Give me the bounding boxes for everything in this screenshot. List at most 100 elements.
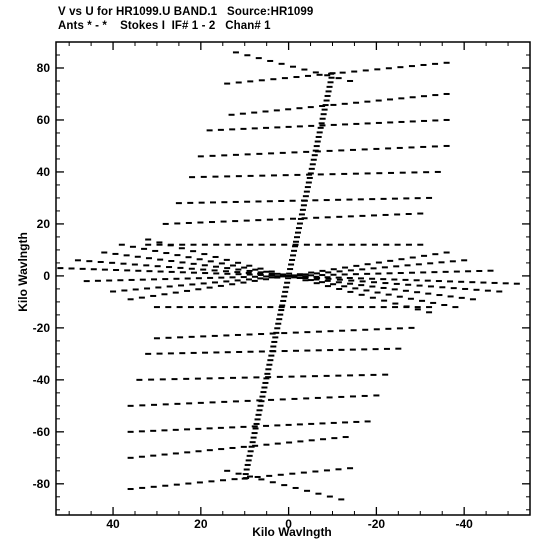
uv-point: [234, 279, 241, 282]
uv-point: [316, 131, 323, 134]
uv-point: [200, 282, 207, 285]
uv-point: [112, 252, 119, 255]
uv-point: [376, 172, 383, 175]
uv-point: [403, 197, 410, 200]
uv-point: [153, 337, 160, 340]
uv-point: [442, 270, 449, 273]
uv-point: [301, 68, 308, 71]
uv-point: [461, 259, 468, 262]
uv-point: [319, 422, 326, 425]
uv-point: [358, 306, 365, 309]
uv-point: [257, 271, 264, 274]
uv-point: [235, 81, 242, 84]
uv-point: [342, 123, 349, 126]
uv-point: [148, 378, 155, 381]
uv-point: [341, 172, 348, 175]
uv-point: [281, 295, 288, 298]
uv-point: [325, 90, 332, 93]
uv-point: [255, 413, 262, 416]
uv-point: [246, 273, 253, 276]
y-tick-label: 80: [37, 61, 51, 75]
uv-point: [420, 271, 427, 274]
uv-point: [359, 268, 366, 271]
uv-point: [156, 352, 163, 355]
uv-point: [338, 395, 345, 398]
uv-point: [235, 268, 242, 271]
uv-point: [447, 295, 454, 298]
uv-point: [305, 181, 312, 184]
uv-point: [290, 65, 296, 68]
uv-point: [408, 271, 415, 274]
uv-point: [190, 351, 197, 354]
x-axis-label: Kilo Wavlngth: [252, 525, 332, 539]
uv-point: [381, 266, 388, 269]
uv-point: [185, 221, 192, 224]
uv-point: [330, 283, 337, 286]
uv-point: [465, 270, 472, 273]
uv-point: [308, 124, 315, 127]
uv-point: [426, 311, 433, 314]
uv-point: [426, 196, 433, 199]
uv-point: [293, 76, 300, 79]
uv-point: [288, 375, 295, 378]
uv-point: [305, 74, 312, 77]
uv-point: [285, 108, 292, 111]
uv-point: [417, 243, 424, 246]
uv-point: [324, 279, 331, 282]
uv-point: [240, 127, 247, 130]
uv-point: [306, 176, 313, 179]
uv-point: [268, 354, 275, 357]
uv-point: [201, 264, 208, 267]
uv-point: [293, 236, 300, 239]
uv-point: [372, 348, 379, 351]
uv-point: [359, 280, 366, 283]
y-tick-label: 0: [43, 269, 50, 283]
uv-point: [295, 227, 302, 230]
uv-point: [263, 424, 270, 427]
uv-point: [341, 285, 348, 288]
uv-point: [443, 92, 450, 95]
uv-point: [232, 200, 239, 203]
uv-point: [458, 296, 465, 299]
uv-point: [324, 74, 331, 77]
uv-point: [198, 201, 205, 204]
uv-point: [392, 306, 399, 309]
uv-point: [261, 386, 268, 389]
uv-point: [353, 122, 360, 125]
uv-point: [200, 335, 207, 338]
uv-point: [270, 78, 277, 81]
uv-point: [315, 243, 322, 246]
uv-point: [314, 277, 321, 280]
uv-point: [177, 336, 184, 339]
uv-point: [128, 278, 135, 281]
uv-point: [240, 276, 247, 279]
uv-point: [360, 243, 367, 246]
uv-point: [190, 271, 197, 274]
uv-point: [79, 267, 86, 270]
uv-point: [74, 259, 81, 262]
uv-point: [416, 284, 423, 287]
uv-point: [364, 263, 371, 266]
uv-point: [323, 99, 330, 102]
uv-point: [127, 430, 134, 433]
uv-point: [156, 241, 163, 244]
uv-point: [199, 306, 206, 309]
uv-point: [218, 377, 225, 380]
uv-point: [397, 66, 404, 69]
uv-point: [239, 112, 246, 115]
uv-point: [458, 280, 465, 283]
uv-point: [436, 294, 443, 297]
uv-point: [325, 277, 332, 280]
uv-point: [392, 302, 399, 305]
uv-point: [434, 170, 441, 173]
uv-point: [375, 261, 382, 264]
uv-point: [385, 147, 392, 150]
uv-point: [296, 222, 303, 225]
uv-point: [269, 332, 276, 335]
uv-point: [258, 243, 265, 246]
uv-point: [218, 448, 225, 451]
uv-point: [208, 480, 215, 483]
uv-point: [286, 272, 293, 275]
uv-point: [183, 377, 190, 380]
uv-point: [300, 199, 307, 202]
